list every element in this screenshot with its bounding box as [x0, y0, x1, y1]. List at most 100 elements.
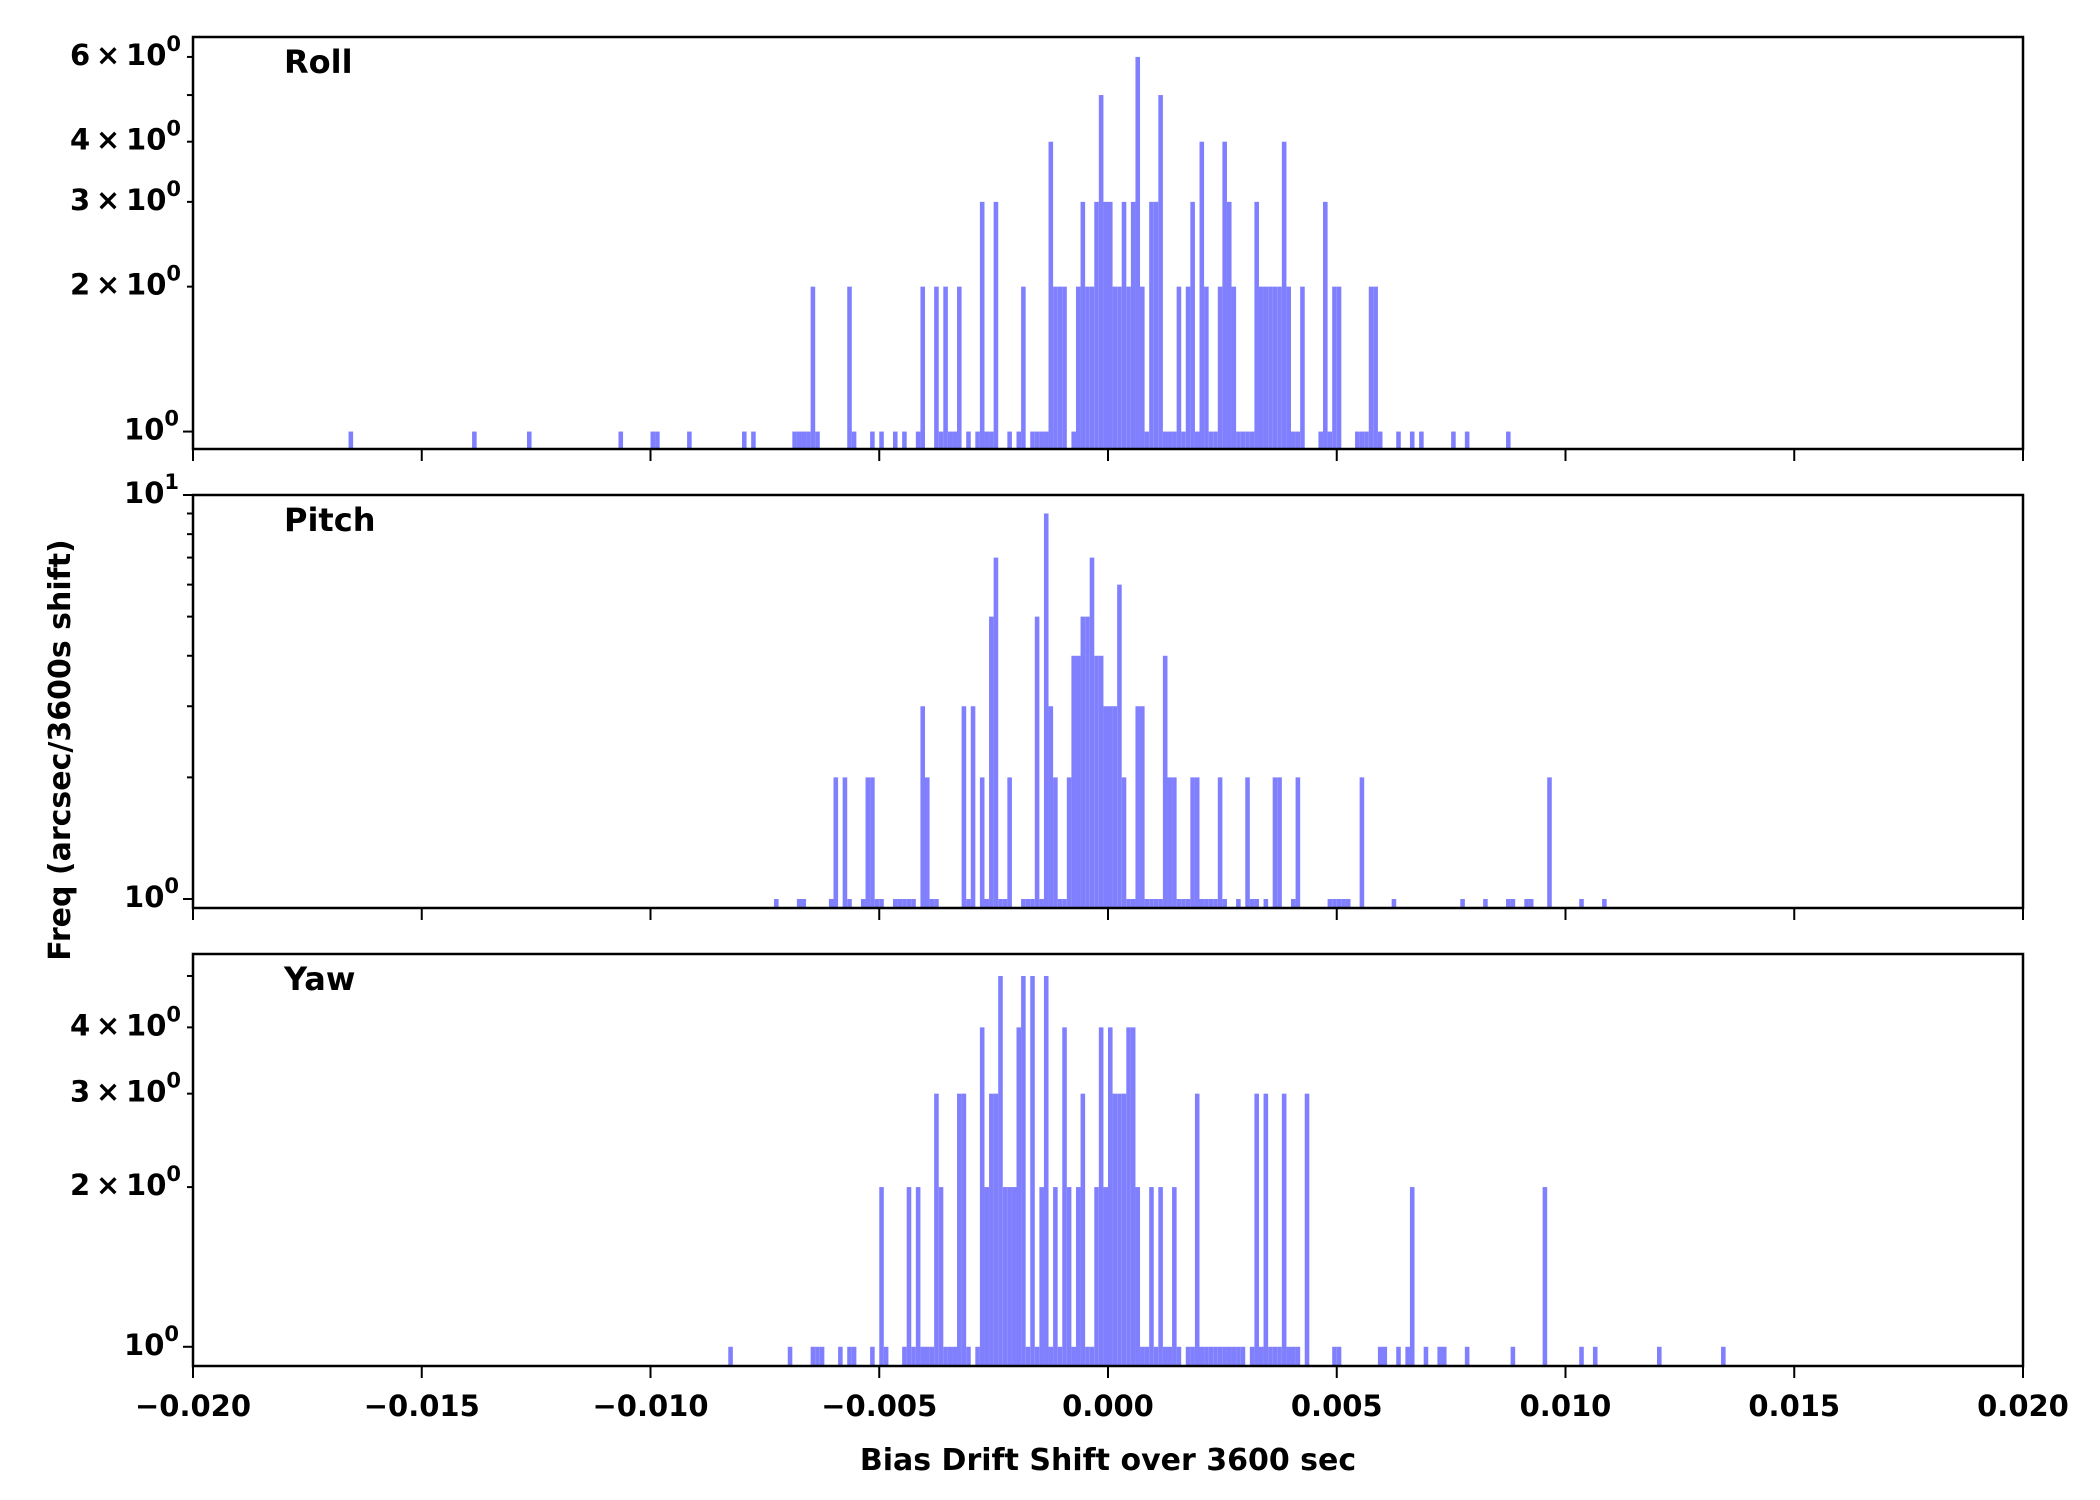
histogram-bar [1194, 1093, 1200, 1366]
histogram-bar [1053, 286, 1058, 449]
histogram-bar [1258, 286, 1264, 449]
x-tick-label: 0.015 [1748, 1389, 1840, 1423]
histogram-bar [1121, 1093, 1127, 1366]
histogram-bar [1021, 286, 1026, 449]
histogram-bar [1199, 899, 1205, 908]
histogram-bar [1030, 899, 1035, 908]
histogram-bar [650, 431, 656, 449]
histogram-bar [1295, 431, 1301, 449]
histogram-bar [870, 777, 875, 908]
histogram-bar [993, 201, 999, 449]
histogram-bar [1263, 286, 1269, 449]
histogram-bar [938, 431, 944, 449]
histogram-bar [1176, 286, 1182, 449]
histogram-bar [947, 431, 953, 449]
tick-mantissa: 3 × [70, 183, 126, 217]
x-tick-label: 0.000 [1062, 1389, 1154, 1423]
histogram-bar [1245, 431, 1250, 449]
histogram-bar [1021, 975, 1026, 1366]
histogram-bar [1066, 777, 1072, 908]
histogram-bar [1291, 431, 1296, 449]
histogram-bar [1144, 1346, 1150, 1366]
histogram-bar [810, 1346, 816, 1366]
histogram-bar [833, 777, 839, 908]
histogram-bar [1318, 431, 1324, 449]
histogram-bar [1194, 431, 1200, 449]
histogram-bar [1286, 1346, 1291, 1366]
histogram-bar [1117, 584, 1122, 908]
histogram-bar [1057, 286, 1063, 449]
histogram-bar [1176, 899, 1182, 908]
histogram-bar [618, 431, 624, 449]
histogram-bar [810, 286, 816, 449]
histogram-bar [1025, 1346, 1031, 1366]
histogram-bar [1002, 1187, 1008, 1366]
histogram-bar [1108, 1027, 1113, 1366]
histogram-bar [1158, 1187, 1163, 1366]
histogram-bar [847, 286, 852, 449]
y-tick-label: 6 × 100 [70, 32, 181, 72]
histogram-bar [929, 1346, 935, 1366]
y-tick-label: 2 × 100 [70, 262, 181, 302]
histogram-bar [1217, 286, 1223, 449]
histogram-bar [1130, 899, 1136, 908]
histogram-bar [1199, 141, 1205, 449]
histogram-bar [883, 1346, 889, 1366]
histogram-bar [1158, 899, 1163, 908]
x-axis-ticks: −0.020 −0.015 −0.010 −0.005 0.000 0.005 0.010 0… [135, 1389, 2069, 1423]
histogram-bar [1048, 706, 1054, 908]
histogram-bar [920, 1346, 926, 1366]
histogram-bar [1062, 899, 1067, 908]
histogram-bar [1126, 1027, 1131, 1366]
histogram-bar [1483, 899, 1488, 908]
histogram-bar [1460, 899, 1465, 908]
histogram-bar [851, 1346, 857, 1366]
histogram-bar [1181, 899, 1186, 908]
histogram-bar [1034, 616, 1040, 908]
histogram-bar [1085, 1346, 1090, 1366]
histogram-bar [1405, 1346, 1410, 1366]
tick-mantissa: 2 × [70, 268, 126, 302]
histogram-bar [1332, 1346, 1337, 1366]
histogram-bar [966, 899, 971, 908]
histogram-bar [526, 431, 532, 449]
histogram-bar [1172, 431, 1177, 449]
histogram-bar [979, 777, 985, 908]
tick-base: 10 [126, 1075, 166, 1109]
y-tick-label: 3 × 100 [70, 177, 181, 217]
histogram-bar [1135, 706, 1141, 908]
histogram-bar [742, 431, 747, 449]
tick-base: 10 [124, 476, 164, 510]
histogram-bar [1419, 431, 1424, 449]
histogram-bar [1158, 95, 1163, 450]
histogram-bar [1007, 1187, 1012, 1366]
histogram-bar [1149, 201, 1154, 449]
histogram-bar [1208, 431, 1214, 449]
histogram-bar [1108, 201, 1113, 449]
histogram-bar [1240, 431, 1246, 449]
histogram-bar [879, 1187, 884, 1366]
histogram-bar [902, 899, 907, 908]
x-axis-label: Bias Drift Shift over 3600 sec [860, 1443, 1356, 1478]
histogram-bar [1286, 286, 1291, 449]
histogram-bar [1236, 431, 1241, 449]
tick-base: 10 [124, 413, 164, 447]
histogram-bar [1094, 201, 1099, 449]
histogram-bar [1295, 777, 1301, 908]
histogram-bar [1263, 1093, 1269, 1366]
histogram-bar [1373, 286, 1378, 449]
histogram-bar [1071, 1346, 1076, 1366]
histogram-bar [1126, 286, 1131, 449]
histogram-bar [1281, 1093, 1287, 1366]
histogram-bar [1364, 431, 1369, 449]
y-tick-label: 3 × 100 [70, 1069, 181, 1109]
histogram-bar [874, 899, 880, 908]
y-tick-label: 101 [124, 470, 179, 510]
tick-base: 10 [126, 1008, 166, 1042]
histogram-bar [787, 1346, 793, 1366]
histogram-bar [1254, 1093, 1259, 1366]
histogram-bar [1075, 655, 1081, 908]
histogram-bar [1117, 1093, 1122, 1366]
